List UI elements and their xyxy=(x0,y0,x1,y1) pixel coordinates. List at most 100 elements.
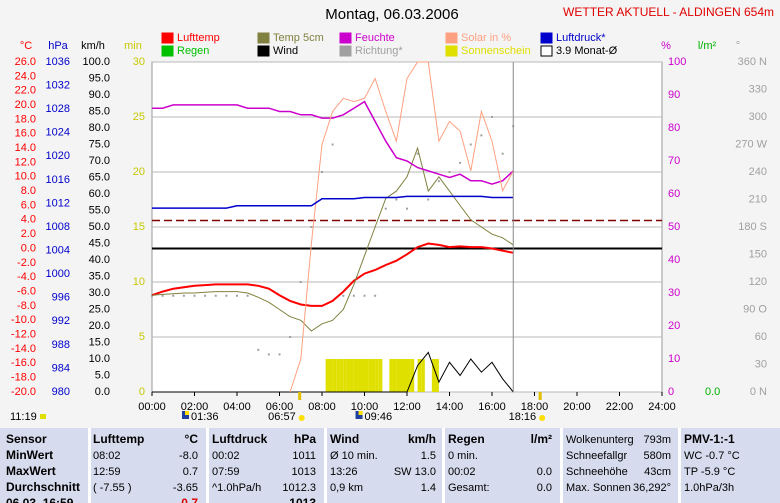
y-tick-label: 90 xyxy=(668,89,680,101)
y-tick-label: 30 xyxy=(668,287,680,299)
direction-dot xyxy=(289,336,292,338)
y-tick-label: 0 N xyxy=(750,386,767,398)
direction-dot xyxy=(406,207,408,210)
table-cell: 1.0hPa/3h xyxy=(684,482,734,494)
table-cell: ^1.0hPa/h xyxy=(212,482,261,494)
direction-dot xyxy=(331,143,334,146)
direction-dot xyxy=(214,294,217,297)
table-cell: Wind xyxy=(330,432,359,446)
table-cell: 08:02 xyxy=(93,450,121,462)
table-cell: Ø 10 min. xyxy=(330,450,378,462)
y-tick-label: 15.0 xyxy=(89,336,110,348)
legend-swatch xyxy=(540,32,553,44)
table-separator xyxy=(442,428,445,503)
table-cell: Max. Sonnen xyxy=(566,482,631,494)
sunshine-bar xyxy=(410,359,415,392)
legend-label: Regen xyxy=(177,45,209,57)
y-tick-label: 25 xyxy=(133,111,145,123)
x-tick-label: 14:00 xyxy=(436,401,464,413)
y-tick-label: -8.0 xyxy=(17,300,36,312)
table-cell-value: hPa xyxy=(294,432,316,446)
y-tick-label: 0.0 xyxy=(21,242,36,254)
y-tick-label: 984 xyxy=(52,362,70,374)
moon-icon-part xyxy=(358,411,363,415)
series-line xyxy=(152,100,514,185)
table-separator xyxy=(324,428,327,503)
table-cell-value: 1011 xyxy=(292,450,316,462)
table-cell: WC -0.7 °C xyxy=(684,450,740,462)
y-tick-label: 20 xyxy=(668,320,680,332)
legend-label: Lufttemp xyxy=(177,32,220,44)
y-tick-label: 330 xyxy=(749,83,767,95)
event-time: 06:57 xyxy=(268,411,296,423)
axis-title: km/h xyxy=(81,40,105,52)
y-tick-label: 1020 xyxy=(46,150,70,162)
sun-icon xyxy=(539,415,546,421)
direction-dot xyxy=(384,207,387,210)
table-cell: 06.03. 16:59 xyxy=(6,496,74,503)
x-tick-label: 12:00 xyxy=(393,401,421,413)
y-tick-label: 1036 xyxy=(46,56,70,68)
table-cell-value: -0.7 xyxy=(177,496,198,503)
day-length: 11:19 xyxy=(10,411,37,423)
table-cell: Luftdruck xyxy=(212,432,268,446)
y-tick-label: 80 xyxy=(668,122,680,134)
y-tick-label: 2.0 xyxy=(21,228,36,240)
y-tick-label: 1012 xyxy=(46,197,70,209)
direction-dot xyxy=(416,152,419,155)
y-tick-label: 1024 xyxy=(46,127,70,139)
y-tick-label: 0.0 xyxy=(705,386,720,398)
legend-label: 3.9 Monat-Ø xyxy=(556,45,618,57)
table-cell-value: 43cm xyxy=(644,466,671,478)
sunshine-bar xyxy=(407,359,411,392)
table-cell: Durchschnitt xyxy=(6,480,80,494)
x-tick-label: 20:00 xyxy=(563,401,591,413)
y-tick-label: 100.0 xyxy=(82,56,110,68)
sunshine-bar xyxy=(343,359,347,392)
y-tick-label: 20.0 xyxy=(15,99,36,111)
y-tick-label: 1004 xyxy=(46,244,70,256)
table-cell-value: 0.7 xyxy=(183,466,198,478)
direction-dot xyxy=(342,294,345,297)
y-tick-label: -20.0 xyxy=(11,386,36,398)
y-tick-label: -18.0 xyxy=(11,372,36,384)
sunshine-bar xyxy=(357,359,362,392)
y-tick-label: 1016 xyxy=(46,174,70,186)
sunshine-bar xyxy=(325,359,330,392)
y-tick-label: 5.0 xyxy=(95,369,110,381)
event-time: 18:16 xyxy=(509,411,537,423)
legend-swatch xyxy=(339,45,352,57)
x-tick-label: 04:00 xyxy=(223,401,251,413)
table-cell-value: -3.65 xyxy=(173,482,198,494)
direction-dot xyxy=(363,294,366,297)
moon-icon-part xyxy=(185,411,189,415)
y-tick-label: 50.0 xyxy=(89,221,110,233)
y-tick-label: 270 W xyxy=(735,138,767,150)
table-separator xyxy=(678,428,681,503)
sunshine-bar xyxy=(346,359,351,392)
legend-label: Temp 5cm xyxy=(273,32,324,44)
y-tick-label: 30 xyxy=(133,56,145,68)
y-tick-label: 60 xyxy=(668,188,680,200)
direction-dot xyxy=(321,171,323,173)
sunshine-bar xyxy=(375,359,379,392)
y-tick-label: 980 xyxy=(52,386,70,398)
y-tick-label: 150 xyxy=(749,248,767,260)
direction-dot xyxy=(427,198,430,201)
y-tick-label: 45.0 xyxy=(89,237,110,249)
chart-title: Montag, 06.03.2006 xyxy=(325,6,458,23)
axis-title: min xyxy=(124,40,142,52)
axis-title: ° xyxy=(736,40,740,52)
y-tick-label: 50 xyxy=(668,221,680,233)
sunshine-bar xyxy=(336,359,340,392)
y-tick-label: 40.0 xyxy=(89,254,110,266)
table-cell: Lufttemp xyxy=(93,432,144,446)
x-tick-label: 08:00 xyxy=(308,401,336,413)
y-tick-label: 360 N xyxy=(738,56,767,68)
y-tick-label: 1032 xyxy=(46,79,70,91)
table-cell: PMV-1:-1 xyxy=(684,432,735,446)
y-tick-label: 25.0 xyxy=(89,303,110,315)
legend-label: Luftdruck* xyxy=(556,32,606,44)
legend-label: Feuchte xyxy=(355,32,395,44)
series-line xyxy=(151,242,514,307)
